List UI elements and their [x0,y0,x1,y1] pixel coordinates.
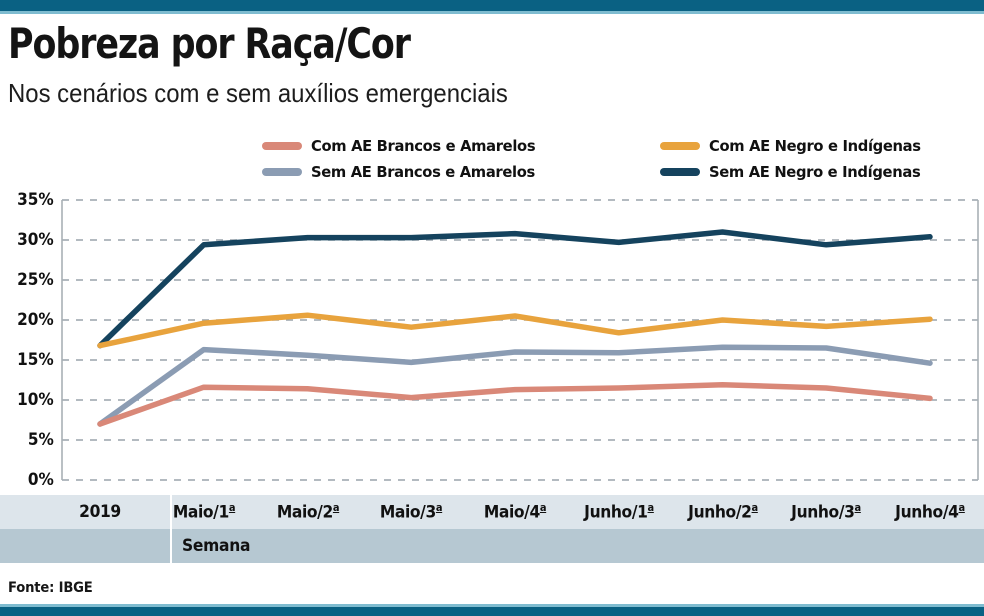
top-rule-accent [0,11,984,14]
x-axis-label-1: Maio/1a [172,502,236,522]
chart-legend: Com AE Brancos e Amarelos Com AE Negro e… [262,133,984,185]
bottom-rule [0,607,984,616]
series-line-2 [97,344,933,427]
x-axis-band-categories [0,495,984,529]
bottom-rule-accent [0,604,984,607]
y-axis-labels: 0% 5% 10% 15% 20% 25% 30% 35% [0,190,54,490]
page-title: Pobreza por Raça/Cor [8,19,411,68]
legend-label-sem-ae-negro: Sem AE Negro e Indígenas [709,163,921,181]
y-axis-tick-35: 35% [17,190,54,210]
x-axis-label-0: 2019 [79,502,121,521]
series-line-1 [97,312,933,349]
line-chart: 0% 5% 10% 15% 20% 25% 30% 35% [0,190,984,492]
legend-swatch-sem-ae-brancos [262,168,302,176]
legend-label-com-ae-negro: Com AE Negro e Indígenas [709,137,921,155]
x-axis-labels: 2019 Maio/1a Maio/2a Maio/3a Maio/4a Junho/1a… [0,495,984,529]
x-axis-label-3: Maio/3a [380,502,443,522]
legend-swatch-com-ae-brancos [262,142,302,150]
legend-swatch-sem-ae-negro [660,168,700,176]
x-axis-label-6: Junho/2a [687,502,758,522]
series-line-3 [97,382,933,427]
chart-plot-area [61,199,979,481]
y-axis-tick-30: 30% [17,230,54,250]
y-axis-tick-0: 0% [28,470,54,490]
y-axis-tick-15: 15% [17,350,54,370]
legend-swatch-com-ae-negro [660,142,700,150]
legend-item-com-ae-brancos: Com AE Brancos e Amarelos [262,137,660,155]
y-axis-tick-25: 25% [17,270,54,290]
x-axis-label-8: Junho/4a [895,502,965,522]
y-axis-tick-20: 20% [17,310,54,330]
x-axis-group-label: Semana [182,536,251,555]
series-line-0 [97,229,933,349]
y-axis-tick-5: 5% [28,430,54,450]
x-axis-label-4: Maio/4a [483,502,547,522]
top-rule [0,0,984,11]
source-note: Fonte: IBGE [8,580,93,596]
x-axis-label-5: Junho/1a [583,502,654,522]
legend-label-com-ae-brancos: Com AE Brancos e Amarelos [311,137,536,155]
y-axis-tick-10: 10% [17,390,54,410]
legend-item-sem-ae-brancos: Sem AE Brancos e Amarelos [262,163,660,181]
x-axis-band-group [0,529,984,563]
legend-item-sem-ae-negro: Sem AE Negro e Indígenas [660,163,984,181]
legend-label-sem-ae-brancos: Sem AE Brancos e Amarelos [311,163,535,181]
page-subtitle: Nos cenários com e sem auxílios emergenc… [8,78,508,108]
legend-item-com-ae-negro: Com AE Negro e Indígenas [660,137,984,155]
x-axis-band-divider [170,495,172,563]
x-axis-label-2: Maio/2a [276,502,339,522]
x-axis-label-7: Junho/3a [791,502,862,522]
